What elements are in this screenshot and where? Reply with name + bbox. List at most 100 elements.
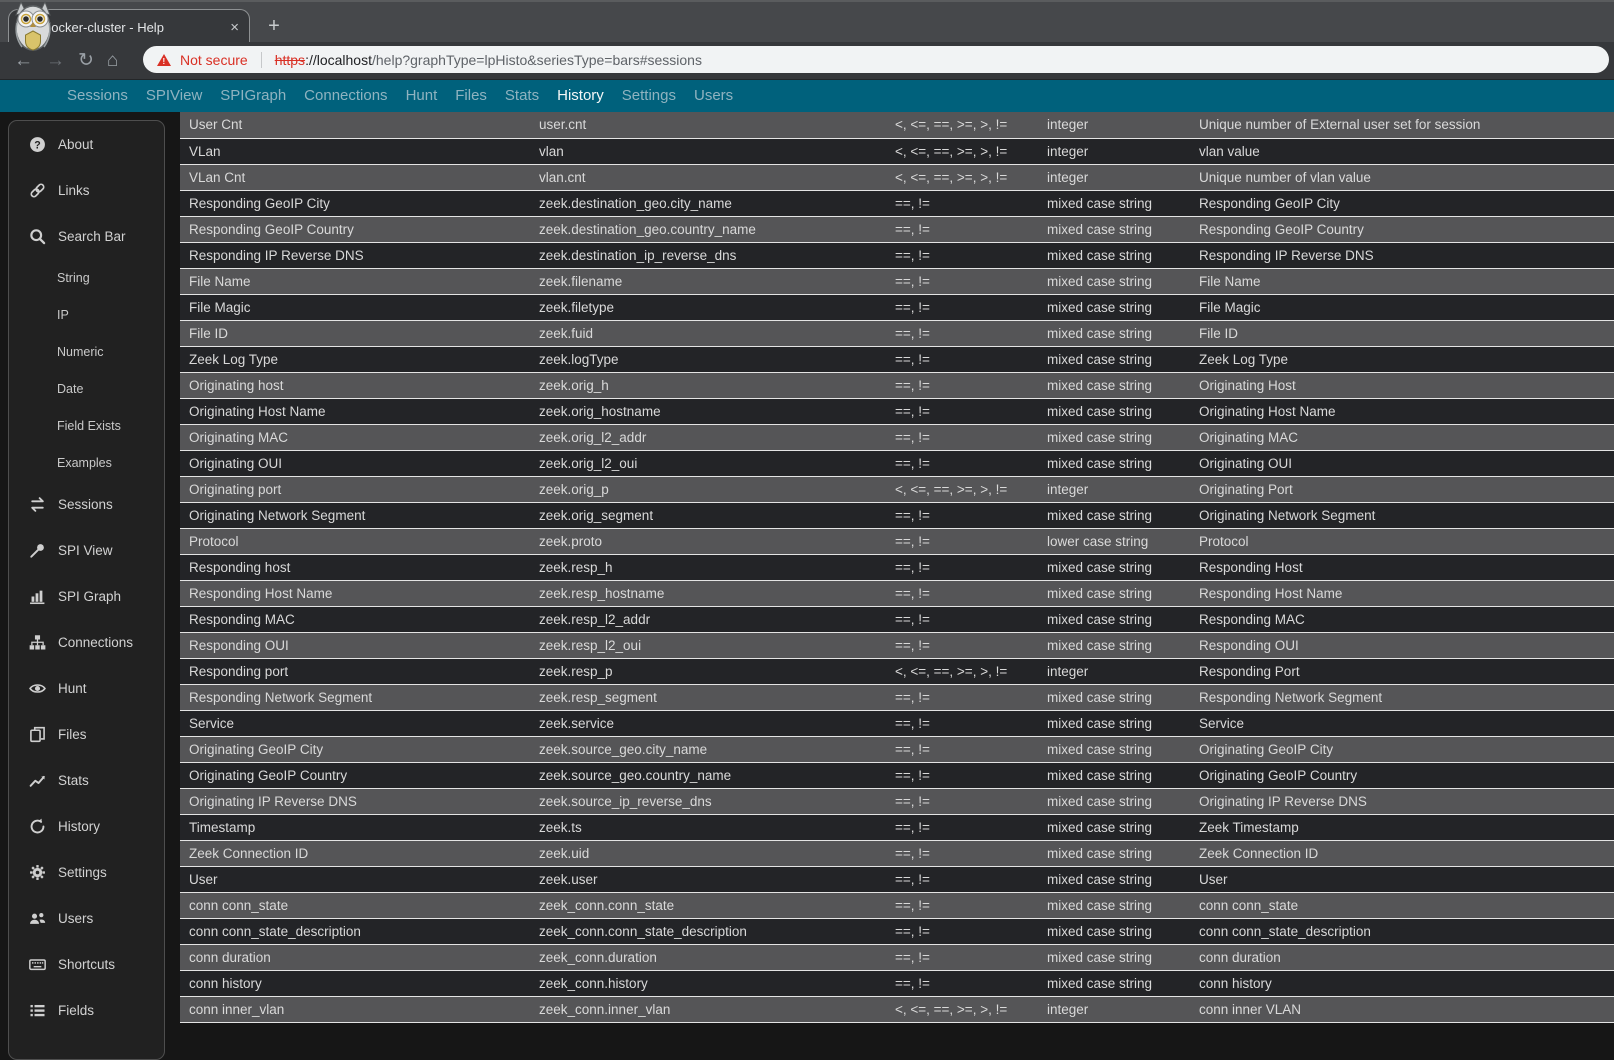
- cell-description: Zeek Connection ID: [1190, 840, 1614, 867]
- table-row: Originating port zeek.orig_p <, <=, ==, …: [180, 476, 1614, 503]
- sidebar-item-settings[interactable]: Settings: [9, 849, 164, 895]
- copy-files-icon: [29, 726, 46, 743]
- cell-data-type: mixed case string: [1038, 710, 1190, 737]
- sidebar-item-sessions[interactable]: Sessions: [9, 481, 164, 527]
- cell-data-type: mixed case string: [1038, 190, 1190, 217]
- cell-data-type: mixed case string: [1038, 892, 1190, 919]
- cell-description: Originating IP Reverse DNS: [1190, 788, 1614, 815]
- bar-chart-icon: [29, 588, 46, 605]
- table-row: conn history zeek_conn.history ==, != mi…: [180, 970, 1614, 997]
- cell-operators: ==, !=: [886, 970, 1038, 997]
- cell-operators: ==, !=: [886, 242, 1038, 269]
- sidebar-item-spi-view[interactable]: SPI View: [9, 527, 164, 573]
- sidebar-item-date[interactable]: Date: [57, 381, 84, 396]
- cell-description: Originating MAC: [1190, 424, 1614, 451]
- address-bar[interactable]: ! Not secure https://localhost/help?grap…: [143, 46, 1609, 73]
- sidebar-item-shortcuts[interactable]: Shortcuts: [9, 941, 164, 987]
- sidebar-item-field-exists[interactable]: Field Exists: [57, 418, 121, 433]
- cell-description: Responding IP Reverse DNS: [1190, 242, 1614, 269]
- table-row: VLan vlan <, <=, ==, >=, >, != integer v…: [180, 138, 1614, 165]
- arkime-owl-logo[interactable]: [8, 0, 58, 53]
- nav-item-files[interactable]: Files: [455, 87, 487, 104]
- table-row: Responding IP Reverse DNS zeek.destinati…: [180, 242, 1614, 269]
- back-icon[interactable]: ←: [14, 50, 33, 71]
- table-row: Timestamp zeek.ts ==, != mixed case stri…: [180, 814, 1614, 841]
- cell-database-field: zeek.orig_h: [530, 372, 886, 399]
- sidebar-item-files[interactable]: Files: [9, 711, 164, 757]
- cell-database-field: zeek.filename: [530, 268, 886, 295]
- cell-operators: ==, !=: [886, 216, 1038, 243]
- sidebar-item-stats[interactable]: Stats: [9, 757, 164, 803]
- cell-friendly-name: Responding port: [180, 658, 530, 685]
- nav-item-spigraph[interactable]: SPIGraph: [220, 87, 287, 104]
- cell-data-type: mixed case string: [1038, 450, 1190, 477]
- cell-database-field: zeek_conn.inner_vlan: [530, 996, 886, 1023]
- sidebar-item-spi-graph[interactable]: SPI Graph: [9, 573, 164, 619]
- reload-icon[interactable]: ↻: [78, 50, 94, 71]
- cell-database-field: vlan: [530, 138, 886, 165]
- sidebar-item-about[interactable]: ? About: [9, 121, 164, 167]
- cell-database-field: zeek.resp_segment: [530, 684, 886, 711]
- cell-description: Originating GeoIP Country: [1190, 762, 1614, 789]
- cell-database-field: zeek.proto: [530, 528, 886, 555]
- sidebar-item-users[interactable]: Users: [9, 895, 164, 941]
- cell-description: Zeek Log Type: [1190, 346, 1614, 373]
- nav-item-settings[interactable]: Settings: [621, 87, 676, 104]
- cell-database-field: zeek.fuid: [530, 320, 886, 347]
- cell-operators: <, <=, ==, >=, >, !=: [886, 996, 1038, 1023]
- sidebar-item-links[interactable]: Links: [9, 167, 164, 213]
- nav-item-hunt[interactable]: Hunt: [405, 87, 438, 104]
- search-icon: [29, 228, 46, 245]
- forward-icon[interactable]: →: [46, 50, 65, 71]
- cell-operators: ==, !=: [886, 320, 1038, 347]
- cell-friendly-name: Originating GeoIP City: [180, 736, 530, 763]
- cell-data-type: lower case string: [1038, 528, 1190, 555]
- cell-data-type: mixed case string: [1038, 606, 1190, 633]
- nav-item-sessions[interactable]: Sessions: [67, 87, 128, 104]
- sidebar-item-numeric[interactable]: Numeric: [57, 344, 104, 359]
- cell-friendly-name: Originating Network Segment: [180, 502, 530, 529]
- nav-item-users[interactable]: Users: [693, 87, 734, 104]
- cell-database-field: zeek.orig_segment: [530, 502, 886, 529]
- cell-data-type: mixed case string: [1038, 242, 1190, 269]
- fields-help-table: User Cnt user.cnt <, <=, ==, >=, >, != i…: [180, 112, 1614, 1044]
- cell-database-field: zeek.source_ip_reverse_dns: [530, 788, 886, 815]
- cell-friendly-name: conn conn_state: [180, 892, 530, 919]
- nav-item-connections[interactable]: Connections: [304, 87, 388, 104]
- cell-operators: ==, !=: [886, 684, 1038, 711]
- not-secure-label[interactable]: Not secure: [180, 51, 248, 68]
- cell-data-type: mixed case string: [1038, 736, 1190, 763]
- url-host: ://localhost: [305, 51, 372, 68]
- cell-description: Originating Port: [1190, 476, 1614, 503]
- nav-item-stats[interactable]: Stats: [504, 87, 540, 104]
- cell-operators: ==, !=: [886, 424, 1038, 451]
- nav-item-history[interactable]: History: [557, 87, 604, 104]
- sitemap-icon: [29, 634, 46, 651]
- sidebar-item-search-bar[interactable]: Search Bar: [9, 213, 164, 259]
- sidebar-item-connections[interactable]: Connections: [9, 619, 164, 665]
- cell-operators: ==, !=: [886, 736, 1038, 763]
- sidebar-item-ip[interactable]: IP: [57, 307, 69, 322]
- cell-operators: <, <=, ==, >=, >, !=: [886, 112, 1038, 139]
- cell-operators: ==, !=: [886, 528, 1038, 555]
- cell-data-type: mixed case string: [1038, 502, 1190, 529]
- tab-close-icon[interactable]: ×: [230, 18, 239, 36]
- table-row: Originating host zeek.orig_h ==, != mixe…: [180, 372, 1614, 399]
- table-row: conn conn_state zeek_conn.conn_state ==,…: [180, 892, 1614, 919]
- sidebar-item-string[interactable]: String: [57, 270, 90, 285]
- nav-item-spiview[interactable]: SPIView: [145, 87, 203, 104]
- table-row: Responding Host Name zeek.resp_hostname …: [180, 580, 1614, 607]
- users-icon: [29, 910, 46, 927]
- sidebar-item-fields[interactable]: Fields: [9, 987, 164, 1033]
- url-path: /help?graphType=lpHisto&seriesType=bars#…: [372, 51, 702, 68]
- sidebar-item-examples[interactable]: Examples: [57, 455, 112, 470]
- sidebar-item-hunt[interactable]: Hunt: [9, 665, 164, 711]
- table-row: User Cnt user.cnt <, <=, ==, >=, >, != i…: [180, 112, 1614, 139]
- sidebar-item-history[interactable]: History: [9, 803, 164, 849]
- home-icon[interactable]: ⌂: [106, 50, 119, 71]
- cell-description: conn conn_state_description: [1190, 918, 1614, 945]
- table-row: Originating MAC zeek.orig_l2_addr ==, !=…: [180, 424, 1614, 451]
- new-tab-button[interactable]: +: [268, 15, 280, 37]
- cell-description: conn inner VLAN: [1190, 996, 1614, 1023]
- cell-description: Responding MAC: [1190, 606, 1614, 633]
